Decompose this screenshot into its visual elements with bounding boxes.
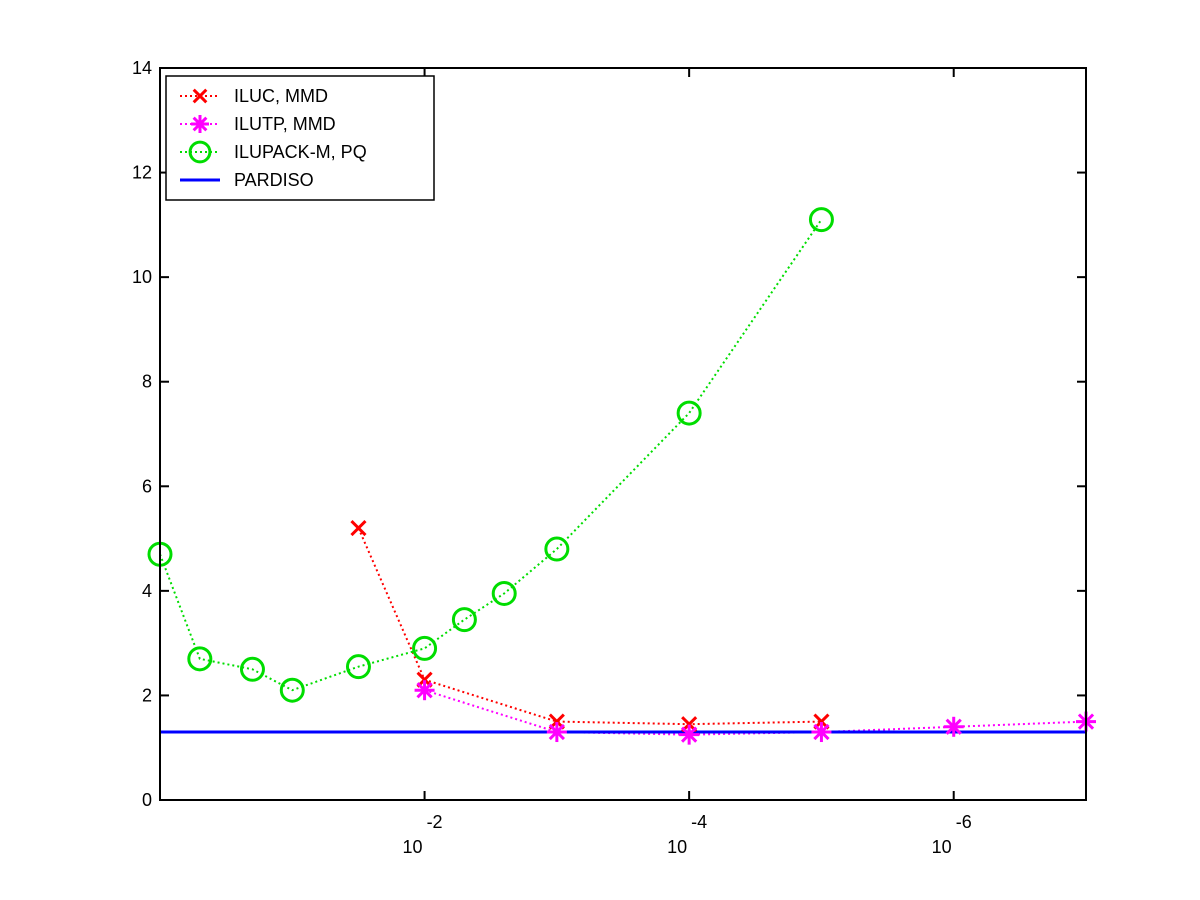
legend-marker-0 [192,88,208,104]
y-tick-label-7: 14 [132,58,152,78]
data-point-2-9 [676,400,702,426]
data-point-2-1 [187,646,213,672]
y-tick-label-6: 12 [132,163,152,183]
data-point-2-8 [544,536,570,562]
y-tick-label-0: 0 [142,790,152,810]
y-tick-label-2: 4 [142,581,152,601]
series-line-0 [357,527,822,726]
data-point-2-4 [345,654,371,680]
series-line-1 [424,689,1087,736]
legend-label-2: ILUPACK-M, PQ [234,142,367,162]
data-point-1-2 [679,724,700,745]
x-tick-label-exponent-0: -2 [427,812,443,832]
legend-marker-2 [188,140,212,164]
x-tick-label-base-1: 10 [667,837,687,857]
x-tick-label-base-0: 10 [403,837,423,857]
x-tick-label-base-2: 10 [932,837,952,857]
legend-label-0: ILUC, MMD [234,86,328,106]
y-axis: 0 2 4 6 8 10 12 14 [132,58,1086,810]
y-tick-label-3: 6 [142,476,152,496]
data-point-1-0 [414,680,435,701]
data-point-2-2 [239,656,265,682]
x-axis: 10-210-410-6 [403,68,972,857]
plot-lines [159,219,1087,736]
legend: ILUC, MMD ILUTP, MMD ILUPACK-M, PQ PARDISO [165,75,435,201]
data-point-0-0 [350,520,367,537]
data-point-1-3 [811,722,832,743]
data-point-2-5 [412,635,438,661]
data-point-2-10 [808,207,834,233]
legend-marker-1 [191,115,209,133]
y-tick-label-4: 8 [142,372,152,392]
data-point-2-3 [279,677,305,703]
data-point-2-6 [451,607,477,633]
legend-label-3: PARDISO [234,170,314,190]
data-point-1-4 [943,716,964,737]
x-tick-label-exponent-1: -4 [691,812,707,832]
data-point-2-7 [491,580,517,606]
data-point-1-1 [546,722,567,743]
x-tick-label-exponent-2: -6 [956,812,972,832]
y-tick-label-5: 10 [132,267,152,287]
y-tick-label-1: 2 [142,685,152,705]
axes-box [159,67,1087,801]
legend-label-1: ILUTP, MMD [234,114,336,134]
